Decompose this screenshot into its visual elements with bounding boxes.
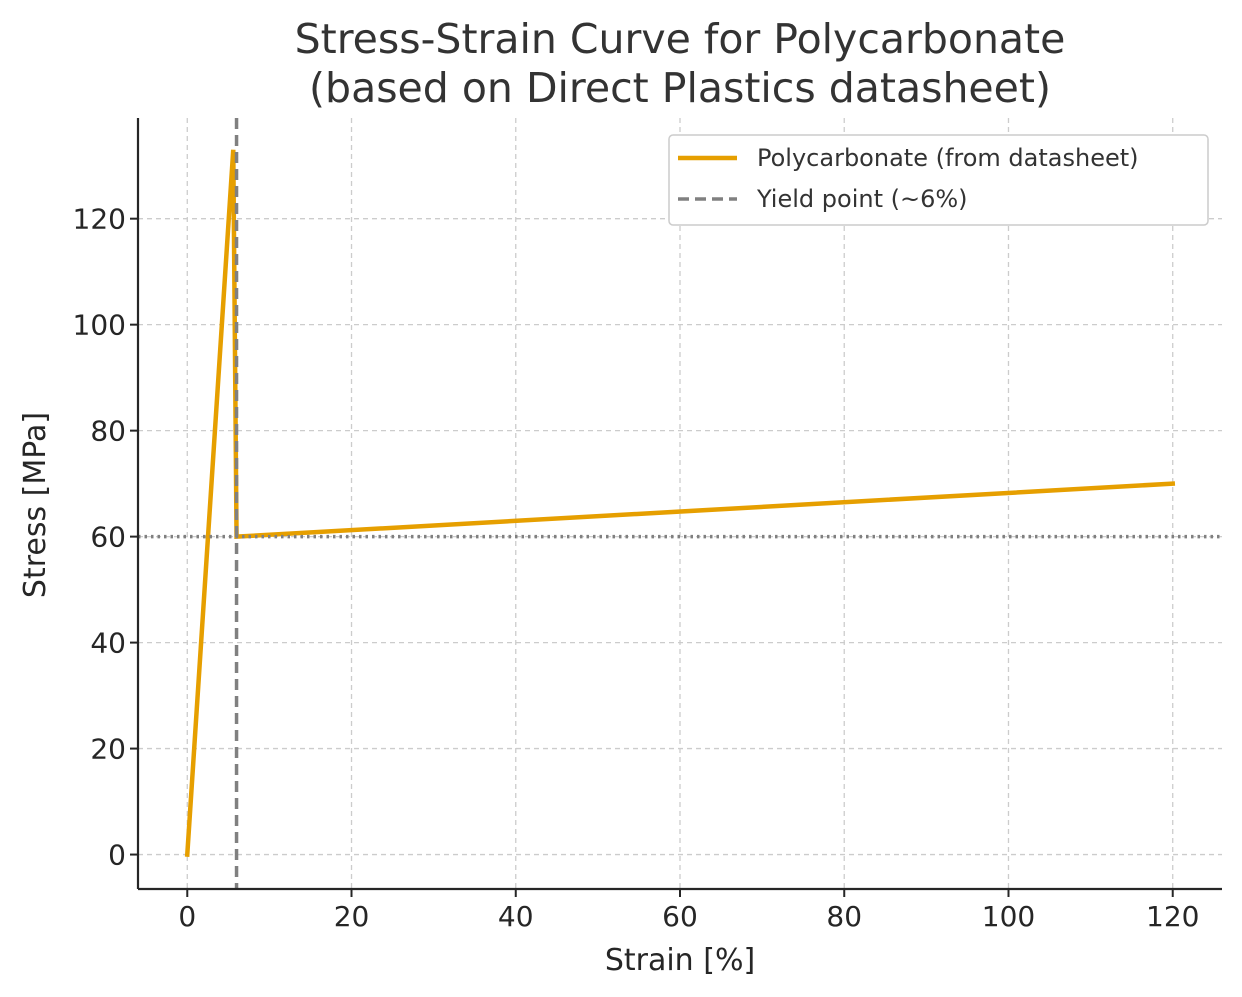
chart-title-line: Stress-Strain Curve for Polycarbonate	[295, 15, 1066, 63]
x-tick-label: 120	[1146, 900, 1199, 933]
legend-label: Yield point (~6%)	[756, 185, 968, 213]
x-tick-label: 60	[662, 900, 698, 933]
x-tick-label: 80	[826, 900, 862, 933]
grid	[138, 118, 1222, 889]
y-tick-label: 80	[90, 415, 126, 448]
legend-label: Polycarbonate (from datasheet)	[757, 144, 1139, 172]
chart-title-line: (based on Direct Plastics datasheet)	[309, 64, 1051, 112]
legend-box	[668, 134, 1209, 226]
y-axis-ticks: 0 20 40 60 80 100 120	[73, 203, 138, 872]
x-tick-label: 100	[982, 900, 1035, 933]
y-tick-label: 100	[73, 309, 126, 342]
y-tick-label: 20	[90, 733, 126, 766]
legend: Polycarbonate (from datasheet) Yield poin…	[668, 134, 1209, 226]
y-tick-label: 0	[108, 839, 126, 872]
chart-title: Stress-Strain Curve for Polycarbonate(ba…	[295, 15, 1066, 112]
y-tick-label: 120	[73, 203, 126, 236]
axes	[136, 118, 1222, 891]
x-axis-label: Strain [%]	[605, 943, 755, 978]
x-axis-ticks: 0 20 40 60 80 100 120	[178, 889, 1199, 933]
y-tick-label: 60	[90, 521, 126, 554]
x-tick-label: 0	[178, 900, 196, 933]
x-tick-label: 20	[334, 900, 370, 933]
x-tick-label: 40	[498, 900, 534, 933]
y-tick-label: 40	[90, 627, 126, 660]
y-axis-label: Stress [MPa]	[18, 412, 53, 598]
reference-lines	[138, 118, 1222, 889]
